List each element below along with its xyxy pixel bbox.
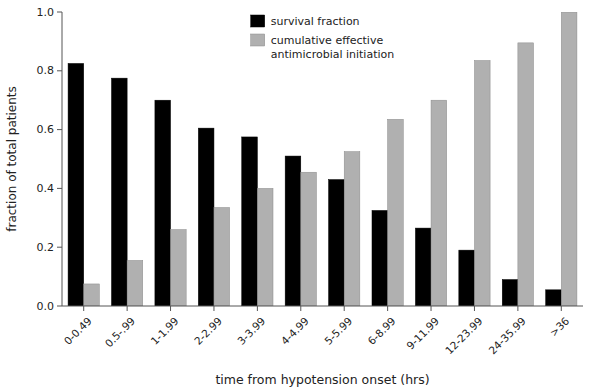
bar xyxy=(388,119,404,306)
legend-label: survival fraction xyxy=(271,15,360,28)
x-tick-label: 9-11.99 xyxy=(404,315,441,352)
legend-label: cumulative effectiveantimicrobial initia… xyxy=(271,34,395,61)
bar xyxy=(301,172,317,306)
x-tick xyxy=(561,306,562,311)
x-tick xyxy=(127,306,128,311)
y-tick-label: 0.0 xyxy=(37,300,55,313)
legend: survival fraction cumulative effectiveant… xyxy=(251,15,395,61)
bar xyxy=(415,228,431,306)
x-tick xyxy=(431,306,432,311)
x-tick xyxy=(213,306,214,311)
x-tick-label: 6-8.99 xyxy=(365,315,397,347)
y-tick xyxy=(57,247,62,248)
y-tick-label: 1.0 xyxy=(37,6,55,19)
bar xyxy=(111,78,127,306)
bar xyxy=(431,100,447,306)
y-axis-title: fraction of total patients xyxy=(5,86,19,232)
legend-swatch xyxy=(251,15,265,27)
x-tick-label: 5-5.99 xyxy=(322,315,354,347)
y-tick xyxy=(57,188,62,189)
bar xyxy=(344,152,360,306)
bar xyxy=(474,61,490,306)
x-tick-label: 0-0.49 xyxy=(61,315,93,347)
x-tick-label: 4-4.99 xyxy=(278,315,310,347)
x-tick xyxy=(517,306,518,311)
y-tick-label: 0.2 xyxy=(37,241,55,254)
y-tick xyxy=(57,12,62,13)
y-tick xyxy=(57,129,62,130)
y-axis-line xyxy=(62,12,63,306)
legend-swatch xyxy=(251,34,265,46)
y-tick xyxy=(57,70,62,71)
x-tick-label: >36 xyxy=(547,314,571,338)
bar xyxy=(68,63,84,306)
bar xyxy=(171,230,187,306)
y-tick xyxy=(57,306,62,307)
bar xyxy=(561,12,577,306)
x-tick-label: 2-2.99 xyxy=(192,315,224,347)
x-tick-label: 1-1.99 xyxy=(148,315,180,347)
bar xyxy=(329,180,345,306)
x-tick xyxy=(83,306,84,311)
x-tick-label: 12-23.99 xyxy=(443,315,485,357)
bar xyxy=(285,156,301,306)
x-tick xyxy=(300,306,301,311)
bar xyxy=(518,43,534,306)
x-axis-line xyxy=(62,306,583,307)
x-tick xyxy=(387,306,388,311)
x-tick-label: 0.5-.99 xyxy=(102,315,137,350)
bar xyxy=(257,188,273,306)
x-axis-title: time from hypotension onset (hrs) xyxy=(215,372,429,387)
x-tick xyxy=(474,306,475,311)
x-tick-label: 3-3.99 xyxy=(235,315,267,347)
y-axis: 0.0 0.2 0.4 0.6 0.8 1.0 xyxy=(37,6,63,313)
bar xyxy=(84,284,100,306)
y-tick-label: 0.8 xyxy=(37,64,55,77)
y-tick-label: 0.6 xyxy=(37,123,55,136)
bar xyxy=(127,260,143,306)
bar xyxy=(502,280,518,306)
x-tick xyxy=(257,306,258,311)
bar xyxy=(214,208,230,306)
legend-label-line: cumulative effective xyxy=(271,34,384,47)
bar xyxy=(372,210,388,306)
x-tick-label: 24-35.99 xyxy=(486,315,528,357)
x-axis: 0-0.49 0.5-.99 1-1.99 2-2.99 3-3.99 4-4.99 5-5… xyxy=(61,306,571,356)
bar xyxy=(459,250,475,306)
bar xyxy=(155,100,171,306)
x-tick xyxy=(170,306,171,311)
bar xyxy=(242,137,258,306)
bar xyxy=(546,290,562,306)
bars xyxy=(68,12,577,306)
legend-label-line: antimicrobial initiation xyxy=(271,48,395,61)
bar xyxy=(198,128,214,306)
chart: 0.0 0.2 0.4 0.6 0.8 1.0 0-0.49 0.5-.99 1-1.99 2-2… xyxy=(0,0,595,392)
legend-label-line: survival fraction xyxy=(271,15,360,28)
y-tick-label: 0.4 xyxy=(37,182,55,195)
x-tick xyxy=(344,306,345,311)
